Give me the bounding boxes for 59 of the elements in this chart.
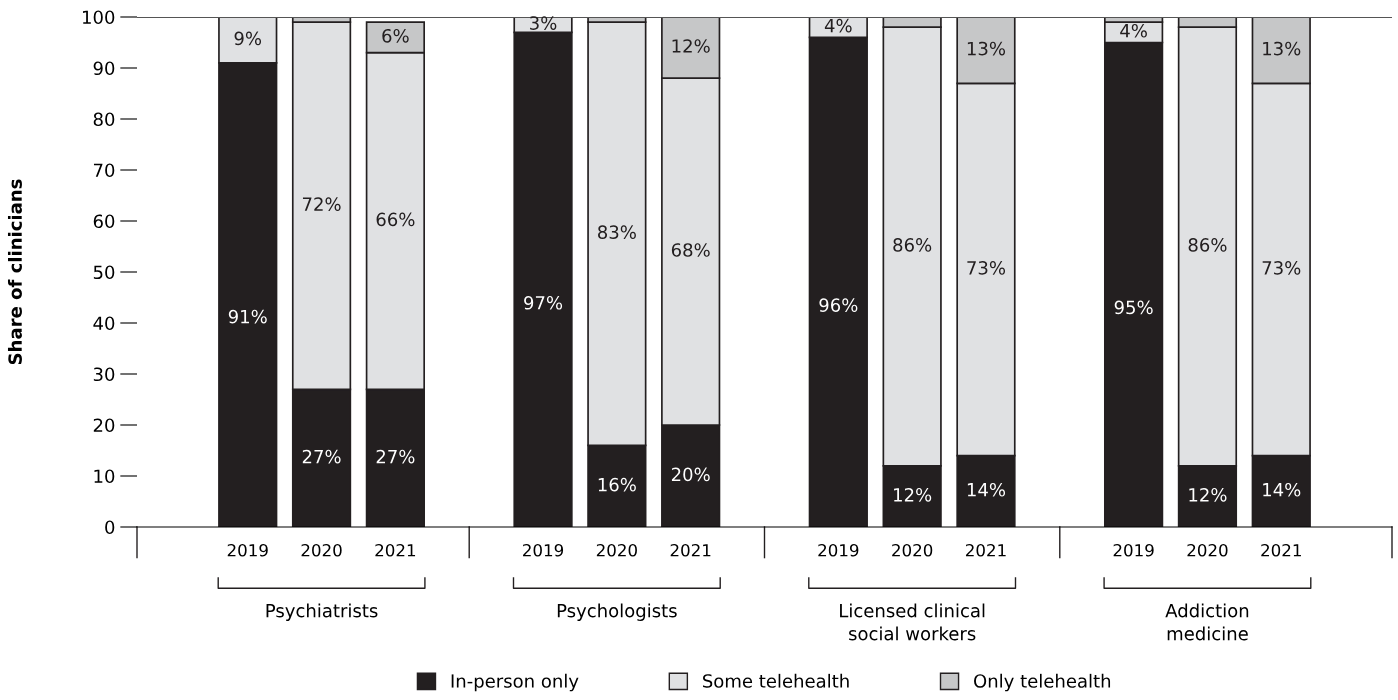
x-tick-label: 2020 bbox=[1187, 543, 1228, 557]
data-label: 96% bbox=[819, 298, 858, 312]
data-label: 95% bbox=[1114, 300, 1153, 315]
x-tick-label: 2019 bbox=[523, 543, 564, 557]
data-label: 13% bbox=[1263, 41, 1301, 56]
y-axis-title: Share of clinicians bbox=[7, 179, 22, 365]
y-tick-label: 80 bbox=[93, 112, 115, 127]
legend-label: In-person only bbox=[451, 673, 579, 692]
data-label: 12% bbox=[672, 39, 710, 53]
x-tick-label: 2019 bbox=[1113, 543, 1154, 557]
y-tick-label: 90 bbox=[93, 61, 115, 76]
data-label: 14% bbox=[967, 482, 1006, 497]
x-tick-label: 2020 bbox=[301, 543, 342, 557]
data-label: 97% bbox=[524, 295, 563, 310]
data-label: 6% bbox=[382, 28, 409, 43]
text: Psychologists bbox=[557, 603, 677, 621]
y-tick-label: 10 bbox=[94, 469, 115, 484]
data-label: 86% bbox=[1188, 238, 1227, 252]
text: Psychiatrists bbox=[266, 603, 378, 621]
y-tick-label: 70 bbox=[93, 163, 115, 178]
data-label: 3% bbox=[530, 16, 557, 30]
y-tick-label: 20 bbox=[93, 418, 115, 433]
data-label: 12% bbox=[894, 487, 932, 502]
data-label: 72% bbox=[302, 197, 341, 211]
data-label: 73% bbox=[967, 261, 1006, 275]
data-label: 83% bbox=[598, 225, 636, 239]
text: Licensed clinical social workers bbox=[840, 603, 985, 641]
y-tick-label: 60 bbox=[93, 214, 115, 229]
legend-label: Only telehealth bbox=[974, 673, 1111, 692]
text: Addiction medicine bbox=[1165, 603, 1249, 641]
data-label: 66% bbox=[376, 212, 415, 227]
y-tick-label: 100 bbox=[82, 10, 115, 25]
data-label: 14% bbox=[1263, 482, 1301, 497]
x-tick-label: 2021 bbox=[670, 543, 711, 557]
data-label: 13% bbox=[967, 41, 1006, 56]
data-label: 12% bbox=[1189, 487, 1227, 502]
y-tick-label: 30 bbox=[93, 367, 115, 382]
data-label: 68% bbox=[671, 243, 710, 257]
data-label: 73% bbox=[1262, 261, 1301, 275]
data-label: 4% bbox=[824, 18, 852, 33]
y-tick-label: 0 bbox=[105, 520, 115, 535]
y-tick-label: 50 bbox=[93, 265, 115, 280]
x-tick-label: 2020 bbox=[892, 543, 933, 557]
data-label: 16% bbox=[598, 477, 636, 492]
x-tick-label: 2021 bbox=[1261, 543, 1301, 557]
x-tick-label: 2019 bbox=[227, 543, 268, 557]
data-label: 91% bbox=[228, 309, 267, 324]
x-tick-label: 2021 bbox=[375, 543, 416, 557]
data-label: 9% bbox=[234, 31, 262, 46]
x-tick-label: 2021 bbox=[965, 543, 1006, 557]
data-label: 27% bbox=[302, 449, 341, 464]
x-tick-label: 2020 bbox=[596, 543, 637, 557]
data-label: 20% bbox=[671, 467, 710, 482]
data-label: 4% bbox=[1120, 23, 1147, 38]
x-tick-label: 2019 bbox=[818, 543, 859, 557]
data-label: 27% bbox=[376, 449, 415, 464]
legend-label: Some telehealth bbox=[703, 673, 849, 688]
data-label: 86% bbox=[893, 238, 932, 252]
y-tick-label: 40 bbox=[93, 316, 115, 331]
